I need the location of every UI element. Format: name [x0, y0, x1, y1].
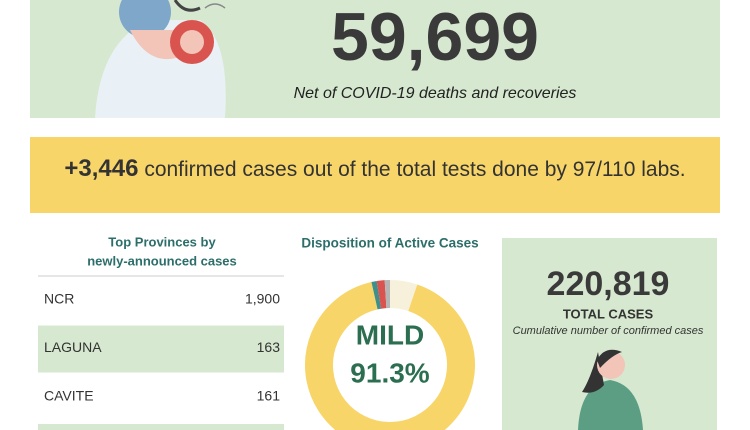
- donut-segment: [389, 280, 418, 312]
- coughing-person-illustration: [95, 0, 226, 118]
- province-name: CAVITE: [44, 388, 94, 404]
- table-title: newly-announced cases: [87, 253, 237, 268]
- province-cases: 1,900: [245, 291, 280, 307]
- donut-label: MILD: [356, 319, 424, 350]
- banner-text: +3,446 confirmed cases out of the total …: [64, 155, 685, 182]
- donut-segment: [305, 282, 475, 430]
- province-cases: 161: [257, 388, 281, 404]
- donut-value: 91.3%: [350, 357, 429, 388]
- hero-value: 59,699: [331, 0, 539, 75]
- table-title: Top Provinces by: [108, 234, 216, 249]
- banner: [30, 137, 720, 213]
- donut-title: Disposition of Active Cases: [301, 236, 478, 251]
- donut-segment: [371, 281, 382, 310]
- banner-body: confirmed cases out of the total tests d…: [144, 158, 685, 181]
- donut-segment: [376, 280, 387, 309]
- table-rows: NCR 1,900 LAGUNA 163 CAVITE 161: [38, 291, 284, 404]
- table-row-bg: [38, 424, 284, 430]
- banner-highlight: +3,446: [64, 155, 138, 182]
- person-illustration: [578, 349, 643, 430]
- total-value: 220,819: [547, 265, 670, 303]
- total-label: TOTAL CASES: [563, 306, 654, 321]
- total-caption: Cumulative number of confirmed cases: [513, 325, 704, 337]
- table-row-bg: [38, 325, 284, 373]
- hero-caption: Net of COVID-19 deaths and recoveries: [294, 85, 577, 102]
- donut: [305, 280, 475, 430]
- province-cases: 163: [257, 339, 281, 355]
- province-name: NCR: [44, 291, 74, 307]
- province-name: LAGUNA: [44, 339, 102, 355]
